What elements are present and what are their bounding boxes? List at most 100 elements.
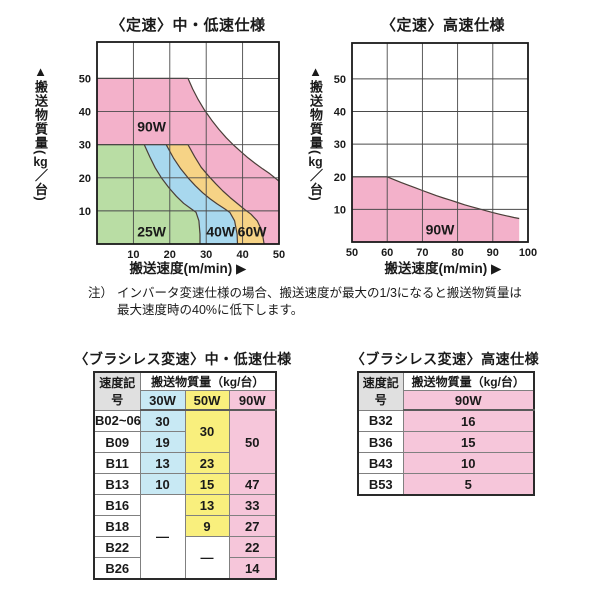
up-arrow-icon: ▲ — [33, 64, 48, 80]
svg-text:90W: 90W — [426, 222, 456, 238]
cell-90w: 22 — [228, 536, 277, 558]
table-row: B36 15 — [357, 431, 535, 453]
row-label: B36 — [357, 431, 404, 453]
table-row: B16 — 13 33 — [93, 494, 277, 580]
cell-50w: 15 — [184, 473, 230, 495]
inverter-note: 注） インバータ変速仕様の場合、搬送速度が最大の1/3になると搬送物質量は 最大… — [88, 285, 558, 319]
table-row: B22 — 22 — [93, 536, 277, 580]
right-arrow-icon: ▶ — [487, 261, 502, 276]
row-label: B11 — [93, 452, 141, 474]
y-axis-text: 搬送物質量( — [308, 80, 323, 156]
chart-high-x-axis-label: 搬送速度(m/min) ▶ — [328, 257, 558, 277]
svg-text:90W: 90W — [137, 118, 167, 134]
svg-text:25W: 25W — [137, 223, 167, 239]
chart-high-y-axis-label: ▲搬送物質量(kg／台) — [308, 64, 323, 234]
table-header-row: 速度記号 搬送物質量（kg/台） — [357, 371, 535, 411]
svg-text:50: 50 — [79, 73, 91, 85]
table-watt-header-row: 90W — [358, 390, 535, 411]
table-row: B32 16 — [357, 409, 535, 432]
svg-text:50: 50 — [334, 74, 346, 86]
cell-30w-na: — — [139, 494, 186, 580]
svg-text:60W: 60W — [238, 223, 268, 239]
cell-50w: 30 — [184, 409, 230, 453]
header-speed-symbol: 速度記号 — [357, 371, 404, 411]
svg-text:10: 10 — [334, 204, 346, 216]
header-30w: 30W — [139, 390, 186, 411]
row-label: B16 — [93, 494, 141, 516]
svg-text:100: 100 — [519, 247, 537, 259]
cell-90w: 50 — [228, 409, 277, 474]
table-row: B43 10 — [357, 452, 535, 474]
cell-90w: 5 — [402, 473, 535, 496]
svg-text:30: 30 — [200, 249, 212, 261]
svg-text:10: 10 — [127, 249, 139, 261]
cell-30w: 19 — [139, 431, 186, 453]
cell-30w: 10 — [139, 473, 186, 495]
svg-text:20: 20 — [334, 172, 346, 184]
svg-text:30: 30 — [334, 139, 346, 151]
cell-90w: 33 — [228, 494, 277, 516]
table-row: B13 10 15 47 — [93, 473, 277, 495]
cell-90w: 16 — [402, 409, 535, 432]
chart-high-speed-plot: 50 60 70 80 90 100 10 20 30 40 50 90W — [334, 42, 537, 259]
y-axis-text: 搬送物質量( — [33, 80, 48, 156]
cell-90w: 10 — [402, 452, 535, 474]
high-speed-table: 速度記号 搬送物質量（kg/台） 90W B32 16 B36 15 B43 1… — [357, 371, 535, 496]
row-label: B53 — [357, 473, 404, 496]
svg-text:40: 40 — [334, 107, 346, 119]
note-text: インバータ変速仕様の場合、搬送速度が最大の1/3になると搬送物質量は 最大速度時… — [117, 286, 522, 317]
svg-text:50: 50 — [346, 247, 358, 259]
cell-50w: 13 — [184, 494, 230, 516]
svg-text:20: 20 — [79, 173, 91, 185]
svg-text:70: 70 — [416, 247, 428, 259]
cell-30w: 13 — [139, 452, 186, 474]
row-label: B43 — [357, 452, 404, 474]
cell-90w: 14 — [228, 557, 277, 580]
svg-text:80: 80 — [451, 247, 463, 259]
chart-high-title: 〈定速〉高速仕様 — [380, 17, 505, 34]
cell-90w: 27 — [228, 515, 277, 537]
svg-text:90: 90 — [487, 247, 499, 259]
svg-text:50: 50 — [273, 249, 285, 261]
right-arrow-icon: ▶ — [232, 261, 247, 276]
row-label: B09 — [93, 431, 141, 453]
svg-text:30: 30 — [79, 140, 91, 152]
table-low-title: 〈ブラシレス変速〉中・低速仕様 — [74, 351, 292, 367]
chart-low-y-axis-label: ▲搬送物質量(kg／台) — [33, 64, 48, 234]
table-row: B18 9 27 — [93, 515, 277, 537]
cell-90w: 47 — [228, 473, 277, 495]
table-row: B53 5 — [357, 473, 535, 496]
row-label: B32 — [357, 409, 404, 432]
svg-text:40W: 40W — [206, 223, 236, 239]
table-row: B09 19 — [93, 431, 276, 453]
header-speed-symbol: 速度記号 — [93, 371, 141, 411]
cell-50w: 23 — [184, 452, 230, 474]
svg-text:20: 20 — [164, 249, 176, 261]
header-50w: 50W — [184, 390, 230, 411]
cell-50w-na: — — [184, 536, 230, 580]
svg-text:10: 10 — [79, 206, 91, 218]
row-label: B26 — [93, 557, 141, 580]
header-90w: 90W — [228, 390, 277, 411]
header-mass: 搬送物質量（kg/台） — [402, 371, 535, 391]
cell-90w: 15 — [402, 431, 535, 453]
y-axis-unit: kg — [33, 155, 48, 169]
row-label: B02~06 — [93, 409, 141, 432]
y-axis-text-tail: ／台) — [33, 168, 48, 202]
chart-low-title: 〈定速〉中・低速仕様 — [110, 17, 266, 34]
cell-50w: 9 — [184, 515, 230, 537]
table-header-row: 速度記号 搬送物質量（kg/台） — [93, 371, 277, 411]
svg-text:40: 40 — [79, 107, 91, 119]
row-label: B18 — [93, 515, 141, 537]
note-prefix: 注） — [88, 286, 114, 300]
row-label: B22 — [93, 536, 141, 558]
x-axis-text: 搬送速度(m/min) — [129, 261, 233, 276]
x-axis-text: 搬送速度(m/min) — [384, 261, 488, 276]
cell-30w: 30 — [139, 409, 186, 432]
header-90w: 90W — [402, 390, 535, 411]
chart-low-x-axis-label: 搬送速度(m/min) ▶ — [73, 257, 303, 277]
up-arrow-icon: ▲ — [308, 64, 323, 80]
y-axis-text-tail: ／台) — [308, 168, 323, 202]
